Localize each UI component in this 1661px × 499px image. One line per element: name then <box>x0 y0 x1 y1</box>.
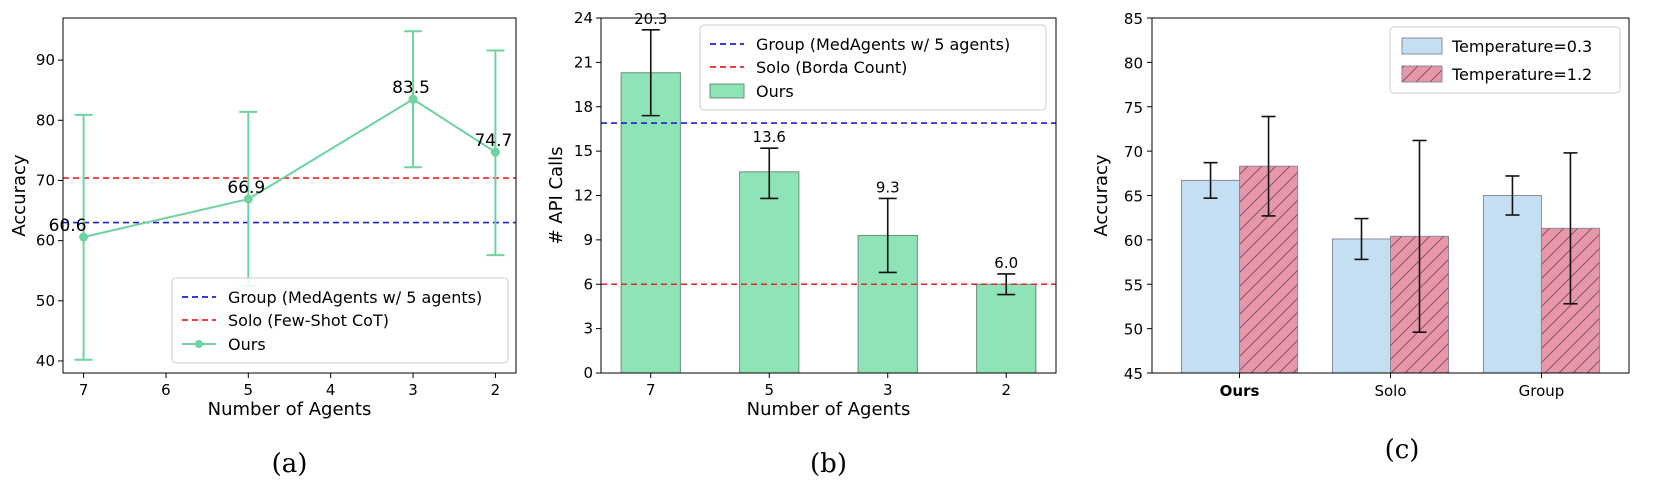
y-tick-label: 70 <box>36 171 55 189</box>
data-label: 9.3 <box>876 178 900 196</box>
chart-panel-c: 45 50 55 60 65 70 75 80 85 Ours Solo Group Accuracy T… <box>1091 10 1630 465</box>
legend-marker <box>195 340 203 348</box>
y-tick-label: 9 <box>583 231 593 249</box>
legend-entry: Temperature=0.3 <box>1451 37 1592 56</box>
x-tick-label: 7 <box>646 381 656 399</box>
x-tick-label: Ours <box>1220 382 1260 400</box>
bar <box>620 72 681 374</box>
legend-entry: Solo (Few-Shot CoT) <box>228 311 389 330</box>
y-tick-label: 0 <box>583 364 593 382</box>
y-tick-label: 70 <box>1124 143 1143 161</box>
legend-entry: Solo (Borda Count) <box>756 58 907 77</box>
y-tick-label: 80 <box>36 111 55 129</box>
bar-temp-0-3 <box>1482 195 1542 374</box>
x-tick-label: 2 <box>491 381 501 399</box>
legend-entry: Group (MedAgents w/ 5 agents) <box>756 35 1010 54</box>
data-label: 13.6 <box>753 128 786 146</box>
legend-box <box>699 24 1047 111</box>
legend-entry: Temperature=1.2 <box>1451 65 1592 84</box>
y-tick-label: 65 <box>1124 188 1143 206</box>
y-tick-label: 50 <box>1124 321 1143 339</box>
x-tick-label: 5 <box>764 381 774 399</box>
y-tick-label: 24 <box>574 9 593 27</box>
legend-box <box>171 277 509 364</box>
y-tick-label: 21 <box>574 53 593 71</box>
legend-entry: Ours <box>228 335 266 354</box>
legend-swatch-hatch <box>1402 66 1442 82</box>
y-tick-label: 60 <box>36 232 55 250</box>
x-axis-label: Number of Agents <box>208 399 372 420</box>
legend-swatch <box>1401 37 1443 55</box>
x-tick-label: Solo <box>1374 382 1406 400</box>
plot-frame <box>600 17 1057 374</box>
y-tick-label: 85 <box>1124 10 1143 28</box>
x-tick-label: 7 <box>79 381 89 399</box>
data-label: 66.9 <box>227 178 265 198</box>
y-tick-label: 75 <box>1124 99 1143 117</box>
y-tick-label: 60 <box>1124 232 1143 250</box>
y-tick-label: 18 <box>574 98 593 116</box>
ours-series-line <box>83 98 496 238</box>
y-tick-label: 3 <box>583 320 593 338</box>
legend-box <box>1389 26 1621 94</box>
data-point <box>243 194 253 204</box>
data-label: 74.7 <box>474 131 512 151</box>
x-tick-label: 3 <box>883 381 893 399</box>
data-label: 83.5 <box>392 78 430 98</box>
y-tick-label: 15 <box>574 142 593 160</box>
x-tick-label: 6 <box>161 381 171 399</box>
y-tick-label: 12 <box>574 187 593 205</box>
y-tick-label: 55 <box>1124 276 1143 294</box>
chart-panel-a: 7 6 5 4 3 2 40 50 60 70 80 90 60.6 66.9 83.5 74.7 Number… <box>9 17 517 479</box>
y-tick-label: 90 <box>36 51 55 69</box>
plot-frame <box>1151 17 1630 374</box>
x-tick-label: 4 <box>326 381 336 399</box>
x-tick-label: 3 <box>408 381 418 399</box>
data-label: 6.0 <box>994 254 1018 272</box>
x-tick-label: 2 <box>1001 381 1011 399</box>
y-tick-label: 45 <box>1124 365 1143 383</box>
data-point <box>79 232 89 242</box>
y-tick-label: 6 <box>583 275 593 293</box>
panel-caption: (b) <box>810 449 847 479</box>
x-tick-label: 5 <box>244 381 254 399</box>
data-point <box>408 94 418 104</box>
plot-frame <box>62 17 517 374</box>
panel-caption: (a) <box>272 449 308 479</box>
y-tick-label: 40 <box>36 352 55 370</box>
legend-entry: Group (MedAgents w/ 5 agents) <box>228 288 482 307</box>
data-point <box>490 147 500 157</box>
bar-temp-0-3 <box>1332 238 1391 374</box>
panel-caption: (c) <box>1385 435 1420 465</box>
chart-panel-b: 0 3 6 9 12 15 18 21 24 20.3 13.6 9.3 6.0 7 5 3 2 Number o… <box>546 9 1057 479</box>
y-tick-label: 80 <box>1124 54 1143 72</box>
data-label: 60.6 <box>49 216 87 236</box>
legend-entry: Ours <box>756 82 794 101</box>
y-axis-label: Accuracy <box>1091 154 1112 237</box>
bar <box>976 283 1037 374</box>
data-label: 20.3 <box>634 10 667 28</box>
x-tick-label: Group <box>1519 382 1565 400</box>
y-axis-label: Accuracy <box>9 154 30 237</box>
x-axis-label: Number of Agents <box>747 399 911 420</box>
bar <box>739 171 800 374</box>
y-axis-label: # API Calls <box>546 147 567 245</box>
y-tick-label: 50 <box>36 292 55 310</box>
legend-swatch <box>709 83 745 99</box>
bar-temp-0-3 <box>1181 179 1241 374</box>
